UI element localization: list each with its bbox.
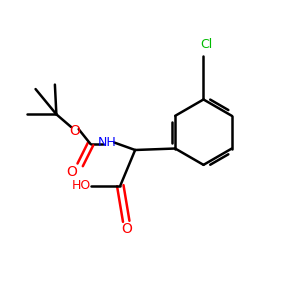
Text: HO: HO — [72, 179, 91, 192]
Text: O: O — [69, 124, 80, 138]
Text: O: O — [121, 222, 132, 236]
Text: NH: NH — [98, 136, 116, 149]
Text: Cl: Cl — [200, 38, 213, 51]
Text: O: O — [66, 165, 77, 179]
